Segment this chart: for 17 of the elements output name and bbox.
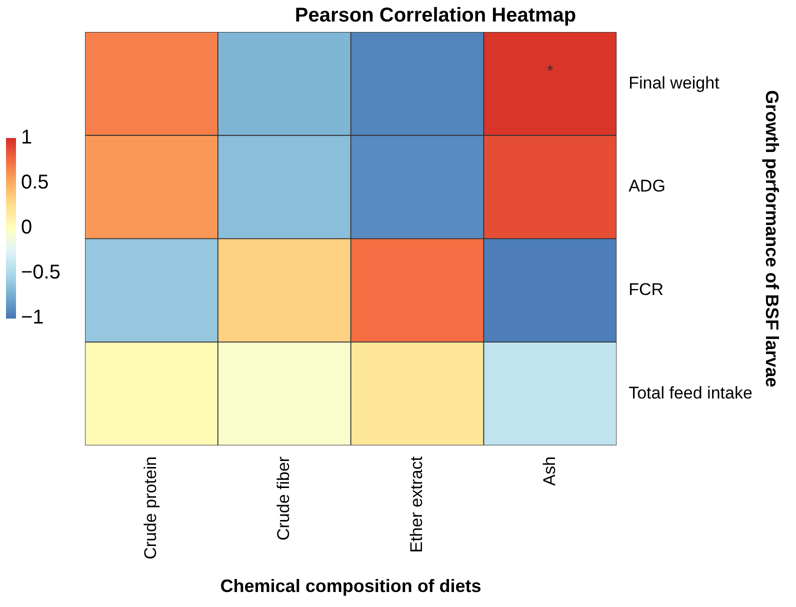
annotation: * xyxy=(547,63,554,80)
color-bar-label: 1 xyxy=(21,126,32,149)
y-tick-label: FCR xyxy=(628,280,664,300)
chart-title: Pearson Correlation Heatmap xyxy=(294,4,576,27)
x-tick-label: Crude fiber xyxy=(274,456,294,541)
x-tick-label: Crude protein xyxy=(141,456,160,560)
y-tick-label: Total feed intake xyxy=(628,383,752,402)
y-axis-title: Growth performance of BSF larvae xyxy=(762,90,782,388)
color-bar-label: 0 xyxy=(21,216,32,239)
y-tick-label: ADG xyxy=(628,176,666,196)
x-axis-title: Chemical composition of diets xyxy=(220,576,482,596)
color-bar-label: −1 xyxy=(21,306,44,329)
y-tick-label: Final weight xyxy=(628,73,720,92)
color-bar-label: −0.5 xyxy=(21,262,60,284)
x-tick-label: Ash xyxy=(540,456,559,486)
x-tick-label: Ether extract xyxy=(406,456,426,553)
color-bar-label: 0.5 xyxy=(21,172,49,194)
